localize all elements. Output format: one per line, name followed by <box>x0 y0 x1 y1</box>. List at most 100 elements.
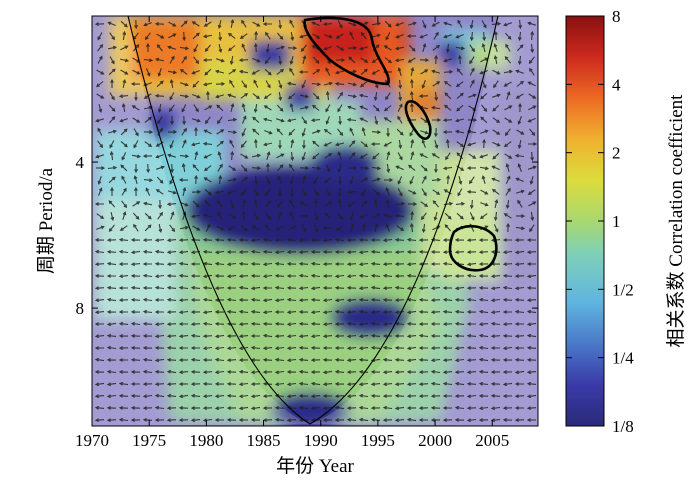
phase-arrow <box>430 105 440 110</box>
phase-arrow <box>158 223 163 234</box>
phase-arrow <box>325 104 331 113</box>
phase-arrow <box>227 93 236 98</box>
phase-arrow <box>334 262 344 266</box>
phase-arrow <box>386 127 390 138</box>
phase-arrow <box>181 55 187 64</box>
phase-arrow <box>419 33 428 39</box>
phase-arrow <box>334 298 345 303</box>
phase-arrow <box>322 250 333 254</box>
phase-arrow <box>250 286 261 291</box>
phase-arrow <box>431 21 440 27</box>
phase-arrow <box>466 418 477 423</box>
phase-arrow <box>264 212 272 220</box>
phase-arrow <box>118 321 129 326</box>
phase-arrow <box>491 177 500 182</box>
phase-arrow <box>238 261 249 266</box>
phase-arrow <box>156 33 165 39</box>
x-tick-label: 1980 <box>189 431 223 450</box>
phase-arrow <box>502 285 513 290</box>
phase-arrow <box>444 92 452 100</box>
phase-arrow <box>227 117 238 122</box>
phase-arrow <box>466 250 477 254</box>
phase-arrow <box>96 69 105 75</box>
phase-arrow <box>394 321 405 326</box>
phase-arrow <box>252 57 261 63</box>
phase-arrow <box>478 418 489 422</box>
phase-arrow <box>430 250 441 254</box>
phase-arrow <box>274 346 285 351</box>
phase-arrow <box>410 102 414 113</box>
phase-arrow <box>120 45 129 51</box>
phase-arrow <box>359 166 370 171</box>
phase-arrow <box>394 382 405 387</box>
phase-arrow <box>502 358 513 362</box>
phase-arrow <box>480 189 489 195</box>
phase-arrow <box>322 310 333 315</box>
phase-arrow <box>290 151 295 162</box>
phase-arrow <box>526 322 537 327</box>
phase-arrow <box>202 382 213 386</box>
phase-arrow <box>442 358 453 363</box>
phase-arrow <box>238 394 249 399</box>
phase-arrow <box>394 357 405 362</box>
phase-arrow <box>466 286 477 290</box>
phase-arrow <box>526 298 537 303</box>
phase-arrow <box>443 81 452 87</box>
phase-arrow <box>286 358 297 363</box>
phase-arrow <box>325 116 330 125</box>
phase-arrow <box>166 369 177 374</box>
phase-arrow <box>216 225 225 231</box>
phase-arrow <box>421 188 427 197</box>
phase-arrow <box>360 68 368 76</box>
phase-arrow <box>252 128 260 136</box>
phase-arrow <box>166 334 177 339</box>
phase-arrow <box>298 334 309 339</box>
phase-arrow <box>410 139 415 149</box>
phase-arrow <box>94 202 104 206</box>
phase-arrow <box>420 130 429 135</box>
phase-arrow <box>358 357 369 362</box>
phase-arrow <box>204 44 211 52</box>
phase-arrow <box>130 310 141 314</box>
phase-arrow <box>454 297 465 302</box>
phase-arrow <box>289 176 294 185</box>
phase-arrow <box>226 237 237 242</box>
phase-arrow <box>358 382 369 387</box>
phase-arrow <box>311 82 322 87</box>
phase-arrow <box>408 21 417 26</box>
phase-arrow <box>132 154 141 159</box>
phase-arrow <box>193 56 200 65</box>
phase-arrow <box>469 176 475 185</box>
phase-arrow <box>142 369 153 374</box>
phase-arrow <box>298 405 309 410</box>
phase-arrow <box>262 406 273 410</box>
phase-arrow <box>466 345 477 350</box>
phase-arrow <box>157 68 162 77</box>
phase-arrow <box>276 153 285 159</box>
phase-arrow <box>133 140 139 149</box>
phase-arrow <box>516 129 525 135</box>
phase-arrow <box>301 188 307 197</box>
phase-arrow <box>322 382 333 387</box>
phase-arrow <box>384 105 392 112</box>
phase-arrow <box>454 370 465 375</box>
phase-arrow <box>434 54 438 65</box>
phase-arrow <box>418 238 429 242</box>
phase-arrow <box>299 214 310 218</box>
phase-arrow <box>242 198 247 209</box>
phase-arrow <box>214 370 225 375</box>
phase-arrow <box>265 176 271 185</box>
phase-arrow <box>202 261 213 266</box>
phase-arrow <box>310 118 321 123</box>
phase-arrow <box>493 54 498 65</box>
phase-arrow <box>298 345 309 350</box>
phase-arrow <box>502 346 513 351</box>
phase-arrow <box>301 152 306 161</box>
phase-arrow <box>409 222 414 233</box>
phase-arrow <box>312 152 320 160</box>
phase-arrow <box>432 200 440 208</box>
phase-arrow <box>514 297 525 302</box>
phase-arrow <box>406 334 417 339</box>
phase-arrow <box>95 118 104 123</box>
phase-arrow <box>372 189 381 196</box>
